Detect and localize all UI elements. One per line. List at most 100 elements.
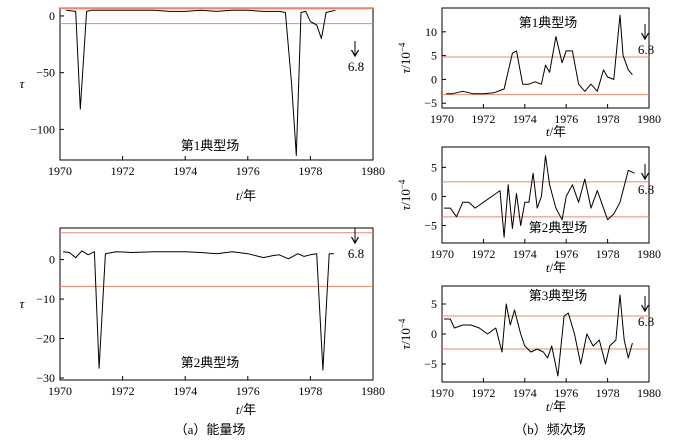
panel-b1: 1970 1972 1974 1976 1978 1980 10 5 0 −5 t/年 τ/10−4 第… [397,7,661,139]
x-axis-label-var: t [236,402,240,417]
series-line [444,294,633,377]
x-tick-label: 1976 [554,247,578,261]
x-axis-label: t/年 [546,260,566,275]
plot-frame [59,227,374,381]
x-axis-label: t/年 [236,188,256,203]
y-axis-label: τ/10−4 [397,42,413,73]
x-tick-label: 1978 [596,112,620,126]
x-axis-label-unit: /年 [240,402,257,417]
x-tick-label: 1978 [298,384,322,398]
arrow-head-icon [640,304,650,313]
y-tick-label: 0 [49,9,55,23]
y-tick-label: −20 [36,332,55,346]
y-tick-label: −5 [424,357,437,371]
series-line [63,250,334,371]
x-tick-label: 1974 [173,384,197,398]
arrow-label: 6.8 [348,59,364,74]
x-tick-label: 1978 [596,247,620,261]
panel-b2: 1970 1972 1974 1976 1978 1980 5 0 −5 t/年 τ/10−4 第2典… [397,146,661,275]
x-axis-label-var: t [546,399,550,414]
y-tick-label: −30 [36,371,55,385]
x-axis-label: t/年 [546,124,566,139]
series-line [66,9,336,156]
x-tick-label: 1980 [637,247,661,261]
x-tick-label: 1970 [430,247,454,261]
x-axis-label-var: t [546,124,550,139]
panel-annotation: 第1典型场 [519,15,578,30]
panel-annotation: 第2典型场 [181,355,240,370]
x-tick-label: 1974 [173,164,197,178]
arrow-label: 6.8 [638,314,654,329]
x-tick-label: 1978 [298,164,322,178]
x-tick-label: 1974 [513,112,537,126]
y-axis-label: τ [20,76,26,91]
y-axis-label-unit: /10 [398,52,413,69]
x-tick-label: 1972 [111,384,135,398]
x-tick-label: 1976 [554,386,578,400]
x-tick-label: 1980 [361,164,385,178]
y-axis-label: τ [20,296,26,311]
x-tick-label: 1974 [513,247,537,261]
y-tick-label: 5 [431,297,437,311]
arrow-head-icon [640,172,650,181]
x-tick-label: 1980 [361,384,385,398]
y-tick-label: 10 [425,25,437,39]
x-tick-label: 1972 [471,112,495,126]
x-tick-label: 1970 [430,386,454,400]
x-axis-label: t/年 [236,402,256,417]
arrow-label: 6.8 [348,246,364,261]
x-axis-label-var: t [546,260,550,275]
series-line [444,155,635,238]
x-tick-label: 1970 [48,164,72,178]
y-tick-label: 5 [431,160,437,174]
x-axis-label-unit: /年 [550,260,567,275]
y-tick-label: 0 [431,72,437,86]
y-axis-label-unit: /10 [398,189,413,206]
x-tick-label: 1980 [637,386,661,400]
x-axis-label-var: t [236,188,240,203]
arrow-head-icon [350,236,360,245]
arrow-label: 6.8 [638,42,654,57]
panel-a1: 1970 1972 1974 1976 1978 1980 0 −50 −100 t/年 τ 第1典型… [20,7,385,203]
y-axis-label: τ/10−4 [397,179,413,210]
y-axis-label: τ/10−4 [397,318,413,349]
x-tick-label: 1972 [471,386,495,400]
x-tick-label: 1976 [236,164,260,178]
y-axis-label-var: τ [398,67,413,73]
x-axis-label-unit: /年 [550,399,567,414]
y-tick-label: −5 [424,219,437,233]
arrow-head-icon [350,49,360,58]
y-tick-label: 5 [431,49,437,63]
x-tick-label: 1980 [637,112,661,126]
arrow-head-icon [640,32,650,41]
x-tick-label: 1976 [554,112,578,126]
x-tick-label: 1972 [471,247,495,261]
x-tick-label: 1978 [596,386,620,400]
panel-a2: 1970 1972 1974 1976 1978 1980 0 −10 −20 −30 t/年 τ 第2… [20,227,385,417]
series-line [446,14,633,95]
y-tick-label: −100 [30,122,55,136]
y-axis-label-unit: /10 [398,328,413,345]
y-axis-label-var: τ [398,204,413,210]
y-tick-label: −5 [424,96,437,110]
panel-b3: 1970 1972 1974 1976 1978 1980 5 0 −5 t/年 τ/10−4 第3典… [397,285,661,414]
caption-b: （b）频次场 [514,422,586,437]
caption-a: （a）能量场 [175,422,246,437]
y-tick-label: 0 [49,253,55,267]
x-tick-label: 1970 [48,384,72,398]
plot-frame [441,7,650,109]
x-tick-label: 1972 [111,164,135,178]
x-tick-label: 1974 [513,386,537,400]
x-tick-label: 1976 [236,384,260,398]
panel-annotation: 第1典型场 [181,138,240,153]
y-tick-label: 0 [431,189,437,203]
y-axis-label-exp: −4 [397,42,407,52]
y-axis-label-exp: −4 [397,179,407,189]
y-tick-label: 0 [431,327,437,341]
plot-frame [441,146,650,244]
x-axis-label: t/年 [546,399,566,414]
y-axis-label-exp: −4 [397,318,407,328]
x-tick-label: 1970 [430,112,454,126]
panel-annotation: 第2典型场 [529,220,588,235]
